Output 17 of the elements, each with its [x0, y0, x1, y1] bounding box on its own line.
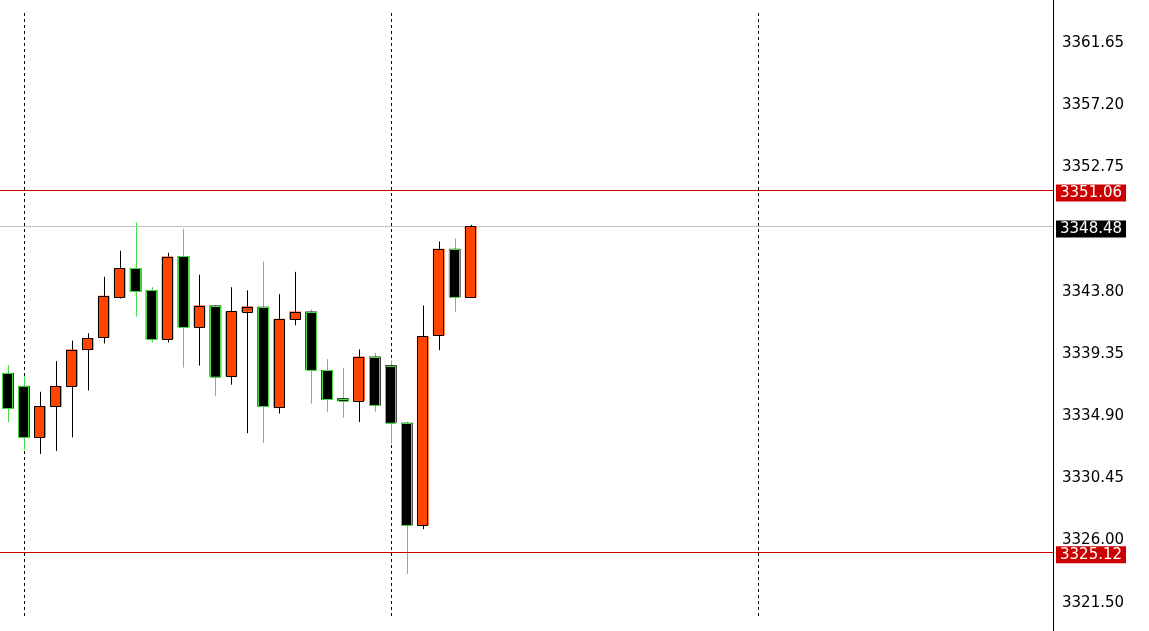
ref-line-label: 3325.12 [1060, 545, 1123, 564]
candlestick [193, 274, 206, 367]
y-tick-label: 3352.75 [1062, 156, 1125, 175]
y-tick-label: 3339.35 [1062, 343, 1125, 362]
candlestick [50, 360, 62, 452]
y-tick-label: 3334.90 [1062, 405, 1125, 424]
y-tick-label: 3330.45 [1062, 467, 1125, 486]
ref-line-label: 3351.06 [1060, 183, 1123, 202]
candlestick [129, 221, 142, 318]
ref-line-label: 3348.48 [1060, 219, 1123, 238]
candlestick [289, 271, 301, 326]
y-tick-label: 3357.20 [1062, 94, 1125, 113]
y-tick-label: 3361.65 [1062, 32, 1125, 51]
y-tick-label: 3343.80 [1062, 281, 1125, 300]
y-tick-label: 3321.50 [1062, 592, 1125, 611]
candlestick [81, 332, 94, 392]
y-tick-label: 3326.00 [1062, 529, 1125, 548]
